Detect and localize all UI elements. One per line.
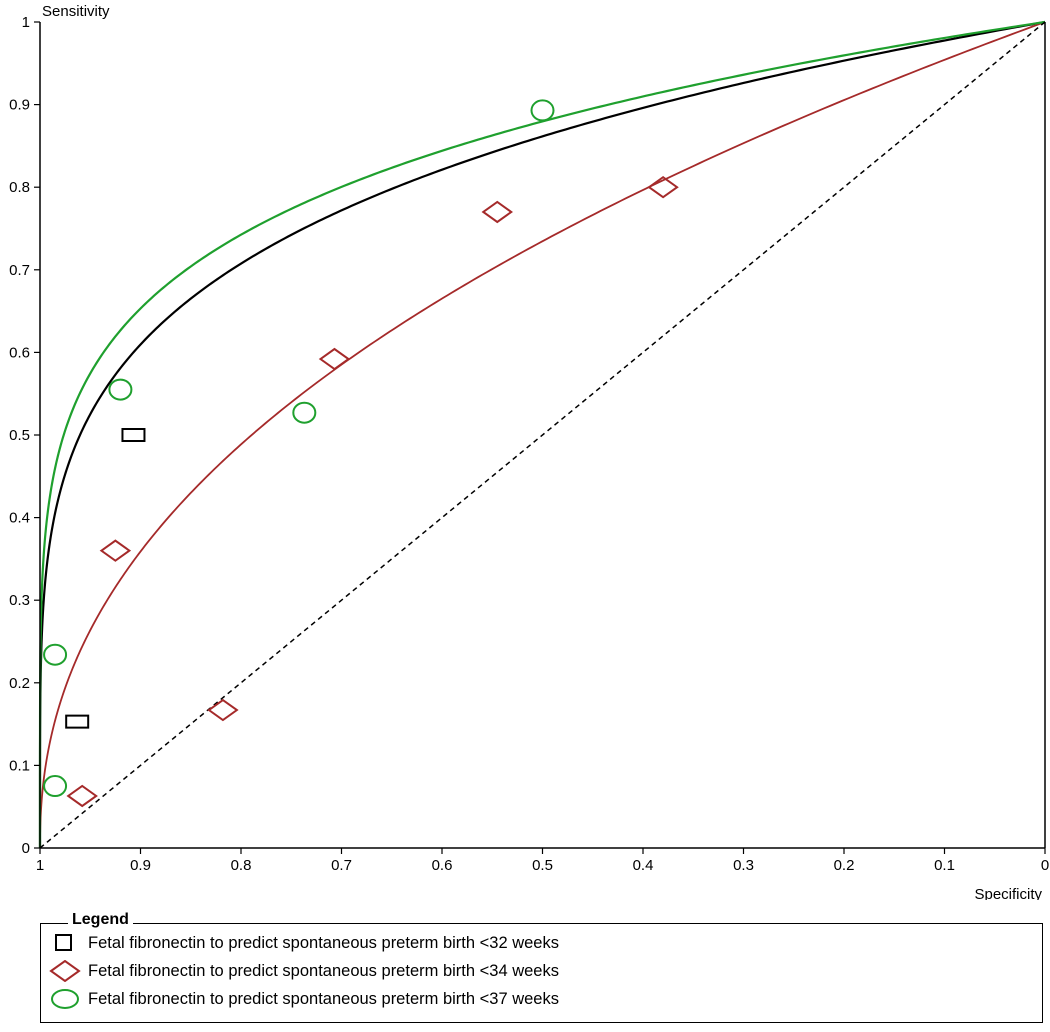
marker-series-1: [65, 714, 90, 729]
x-tick-label: 0.9: [130, 857, 151, 874]
circle-icon: [51, 989, 79, 1009]
marker-series-3: [530, 99, 555, 122]
x-tick-label: 0.1: [934, 857, 955, 874]
y-tick-label: 0.9: [9, 97, 30, 114]
x-tick-label: 0.6: [432, 857, 453, 874]
legend-box: [40, 923, 1043, 1023]
y-axis-title: Sensitivity: [42, 3, 110, 20]
x-tick-label: 0.7: [331, 857, 352, 874]
y-tick-label: 0.5: [9, 427, 30, 444]
roc-chart: 0 0.1 0.2 0.3 0.4 0.5 0.6 0.7 0.8 0.9 1 1 0.9 0.8 0.7 0…: [9, 3, 1049, 900]
y-tick-label: 1: [22, 14, 30, 31]
marker-series-3: [292, 401, 317, 424]
legend-title: Legend: [68, 911, 133, 929]
marker-series-2: [99, 539, 132, 562]
marker-series-2: [66, 784, 98, 808]
marker-series-3: [43, 643, 68, 666]
y-tick-label: 0.2: [9, 675, 30, 692]
x-tick-label: 0.3: [733, 857, 754, 874]
summary-curve-3: [38, 20, 1046, 849]
x-tick-label: 1: [36, 857, 44, 874]
summary-curves: [38, 20, 1046, 849]
marker-series-1: [121, 428, 146, 442]
y-tick-label: 0.1: [9, 757, 30, 774]
marker-series-3: [108, 378, 133, 401]
x-axis-title: Specificity: [974, 886, 1042, 900]
diamond-icon: [49, 960, 81, 982]
y-tick-label: 0.8: [9, 179, 30, 196]
legend-label: Fetal fibronectin to predict spontaneous…: [88, 933, 559, 952]
legend-item-2: Fetal fibronectin to predict spontaneous…: [48, 960, 559, 982]
legend-label: Fetal fibronectin to predict spontaneous…: [88, 961, 559, 980]
legend-item-1: Fetal fibronectin to predict spontaneous…: [48, 932, 559, 954]
marker-series-3: [43, 775, 68, 798]
legend-item-3: Fetal fibronectin to predict spontaneous…: [48, 988, 559, 1010]
x-tick-label: 0.2: [834, 857, 855, 874]
y-tick-label: 0.6: [9, 344, 30, 361]
x-tick-label: 0.5: [532, 857, 553, 874]
x-tick-label: 0: [1041, 857, 1049, 874]
x-tick-label: 0.8: [231, 857, 252, 874]
marker-series-2: [207, 698, 239, 722]
summary-curve-2: [39, 21, 1046, 849]
marker-series-2: [647, 175, 679, 199]
y-tick-label: 0.3: [9, 592, 30, 609]
square-icon: [55, 934, 72, 951]
summary-curve-1: [38, 20, 1046, 849]
y-tick-label: 0: [22, 840, 30, 857]
legend-label: Fetal fibronectin to predict spontaneous…: [88, 989, 559, 1008]
x-tick-label: 0.4: [633, 857, 654, 874]
axes: 0 0.1 0.2 0.3 0.4 0.5 0.6 0.7 0.8 0.9 1 1 0.9 0.8 0.7 0…: [9, 14, 1049, 874]
data-markers: [43, 99, 679, 808]
y-tick-label: 0.4: [9, 510, 30, 527]
reference-diagonal: [39, 21, 1046, 849]
marker-series-2: [481, 200, 513, 224]
y-tick-label: 0.7: [9, 262, 30, 279]
marker-series-2: [318, 347, 351, 371]
